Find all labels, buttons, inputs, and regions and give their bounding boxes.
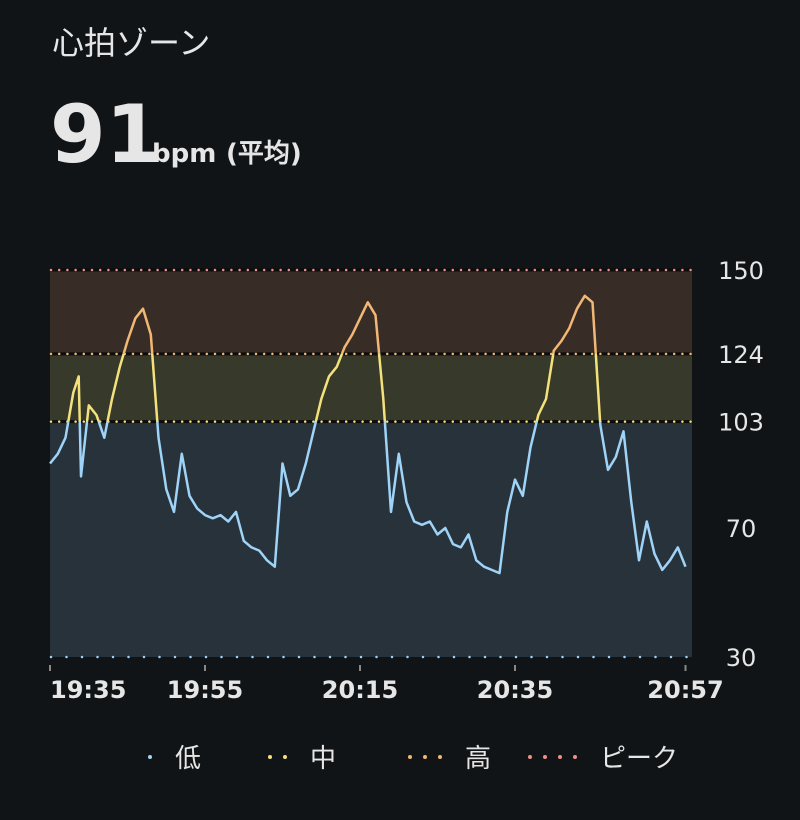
- y-tick-label: 150: [718, 257, 764, 285]
- legend-swatch: [438, 755, 442, 759]
- x-tick-label: 20:15: [322, 676, 398, 704]
- zone-band: [50, 270, 692, 354]
- avg-value: 91: [50, 88, 161, 181]
- legend-label: 中: [310, 744, 336, 774]
- y-tick-label: 124: [718, 341, 764, 369]
- legend-swatch: [528, 755, 532, 759]
- legend-swatch: [423, 755, 427, 759]
- unit: bpm: [152, 139, 216, 169]
- legend-swatch: [543, 755, 547, 759]
- legend-swatch: [408, 755, 412, 759]
- legend-swatch: [558, 755, 562, 759]
- y-tick-label: 30: [726, 644, 757, 672]
- y-tick-label: 70: [726, 515, 757, 543]
- legend-swatch: [283, 755, 287, 759]
- y-tick-label: 103: [718, 409, 764, 437]
- legend-label: 低: [175, 744, 201, 774]
- avg-note: (平均): [226, 139, 302, 169]
- legend-swatch: [573, 755, 577, 759]
- legend-label: 高: [465, 744, 491, 774]
- legend-label: ピーク: [600, 744, 678, 774]
- x-tick-label: 20:57: [647, 676, 723, 704]
- x-tick-label: 20:35: [477, 676, 553, 704]
- title: 心拍ゾーン: [52, 24, 210, 62]
- heart-rate-line: [49, 294, 687, 575]
- legend-swatch: [148, 755, 152, 759]
- zone-band: [50, 421, 692, 657]
- plot: 30 70 103 124 150 19:35 19:55 20:15 20:35 20:57 低 中…: [49, 257, 764, 774]
- x-tick-label: 19:35: [50, 676, 126, 704]
- legend-swatch: [268, 755, 272, 759]
- x-tick-label: 19:55: [167, 676, 243, 704]
